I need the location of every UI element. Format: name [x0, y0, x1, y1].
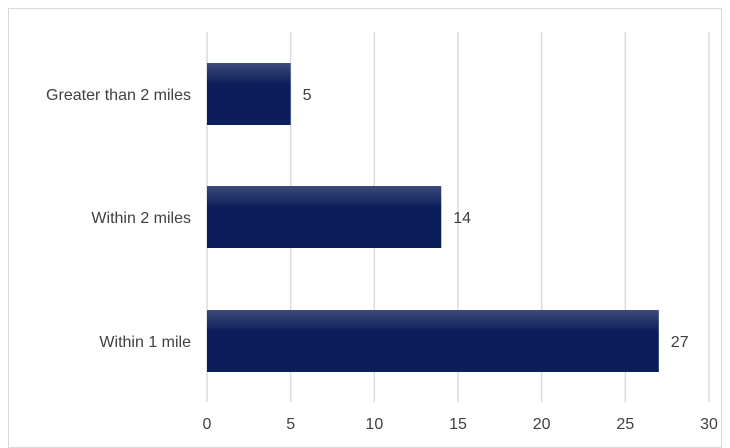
bars — [207, 63, 659, 372]
x-tick-label: 5 — [286, 416, 295, 433]
chart-frame: 0 5 10 15 20 25 30 Greater than 2 miles 5 Within … — [8, 8, 722, 448]
labels: 0 5 10 15 20 25 30 Greater than 2 miles 5 Within … — [46, 87, 718, 433]
x-tick-label: 15 — [449, 416, 467, 433]
x-tick-label: 10 — [365, 416, 383, 433]
category-label: Greater than 2 miles — [46, 87, 191, 104]
bar-2 — [207, 310, 659, 372]
x-tick-label: 0 — [203, 416, 212, 433]
data-label: 14 — [453, 210, 471, 227]
data-label: 27 — [671, 334, 689, 351]
category-label: Within 2 miles — [91, 210, 191, 227]
x-tick-label: 20 — [533, 416, 551, 433]
bar-chart: 0 5 10 15 20 25 30 Greater than 2 miles 5 Within … — [46, 32, 718, 433]
x-tick-label: 25 — [616, 416, 634, 433]
category-label: Within 1 mile — [99, 334, 191, 351]
data-label: 5 — [303, 87, 312, 104]
bar-0 — [207, 63, 291, 125]
bar-1 — [207, 186, 442, 248]
x-tick-label: 30 — [700, 416, 718, 433]
